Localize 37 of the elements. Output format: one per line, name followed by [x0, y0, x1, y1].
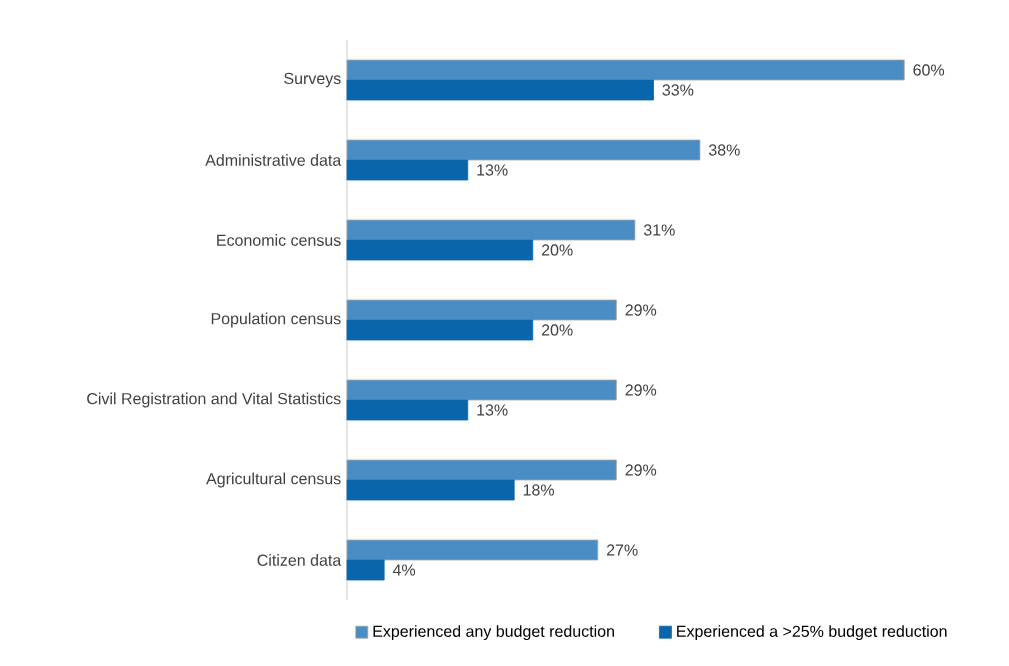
bar: [346, 479, 515, 501]
y-tick-label: Surveys: [284, 72, 341, 88]
data-label: 13%: [477, 164, 508, 176]
data-label: 13%: [477, 404, 508, 416]
data-label: 18%: [523, 484, 555, 496]
y-tick-label: Population census: [211, 312, 341, 328]
data-label: 29%: [625, 464, 657, 476]
data-label: 4%: [392, 564, 416, 576]
bar: [346, 299, 617, 321]
data-label: 33%: [662, 84, 694, 96]
data-label: 20%: [541, 244, 573, 256]
bar: [346, 59, 905, 81]
bar: [346, 219, 636, 241]
y-tick-label: Economic census: [217, 234, 341, 246]
y-tick-label: Agricultural census: [206, 472, 341, 488]
bar: [346, 379, 617, 401]
legend-label: Experienced a >25% budget reduction: [677, 625, 947, 641]
data-label: 29%: [625, 384, 657, 396]
data-label: 20%: [541, 324, 573, 336]
bar: [346, 459, 617, 481]
bar: [346, 79, 654, 101]
data-label: 60%: [913, 64, 945, 76]
y-tick-label: Citizen data: [257, 554, 342, 566]
y-tick-label: Administrative data: [205, 154, 342, 166]
y-tick-label: Civil Registration and Vital Statistics: [87, 392, 341, 408]
data-label: 27%: [606, 544, 638, 556]
data-label: 29%: [625, 304, 657, 316]
data-label: 38%: [708, 144, 740, 156]
bar: [346, 559, 385, 581]
bar: [346, 159, 469, 181]
bar: [346, 319, 534, 341]
bar: [346, 139, 701, 161]
bar: [346, 539, 599, 561]
bar: [346, 399, 469, 421]
data-label: 31%: [643, 224, 675, 236]
bar: [346, 239, 534, 261]
legend-label: Experienced any budget reduction: [373, 625, 614, 641]
